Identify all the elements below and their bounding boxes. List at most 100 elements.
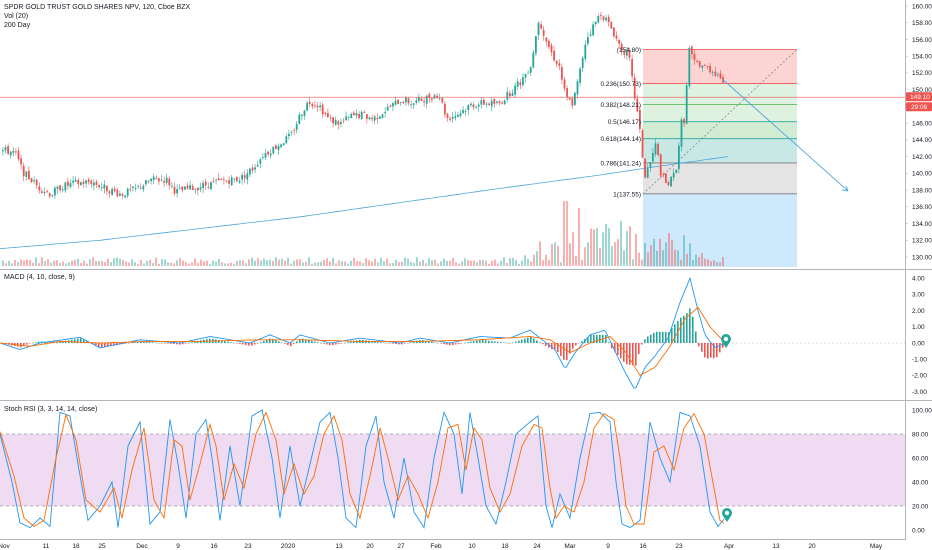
volume-bar: [479, 260, 481, 266]
macd-legend[interactable]: MACD (4, 10, close, 9): [4, 274, 75, 281]
volume-bar: [296, 259, 298, 266]
candle: [217, 178, 220, 181]
volume-bar: [353, 257, 355, 266]
candle: [178, 187, 181, 189]
volume-bar: [299, 259, 301, 266]
fib-retracement[interactable]: [642, 49, 798, 267]
candle: [163, 180, 165, 183]
macd-line: [0, 276, 725, 389]
candle: [454, 116, 457, 119]
candle: [649, 162, 652, 168]
macd-hist-bar: [698, 343, 700, 347]
candle: [581, 57, 584, 69]
price-tick-label: 130.00: [912, 254, 932, 261]
candle: [600, 14, 602, 16]
volume-bar: [494, 259, 496, 266]
candle: [641, 130, 644, 158]
candle: [212, 181, 215, 182]
candle: [100, 187, 103, 188]
candle: [35, 179, 38, 186]
fib-trend-line: [642, 49, 798, 195]
volume-bar: [557, 245, 559, 266]
volume-bar: [293, 260, 295, 266]
macd-hist-bar: [197, 340, 199, 343]
ma-legend[interactable]: 200 Day: [4, 22, 31, 29]
macd-alert-marker[interactable]: [721, 333, 732, 348]
macd-tick-label: 4.00: [912, 276, 925, 283]
price-tick-label: 134.00: [912, 221, 932, 228]
volume-bar: [59, 262, 61, 266]
stoch-legend[interactable]: Stoch RSI (3, 3, 14, 14, close): [4, 406, 98, 413]
candle: [691, 46, 693, 55]
price-tick-label: 158.00: [912, 20, 932, 27]
candle: [381, 114, 384, 118]
macd-hist-bar: [410, 342, 412, 343]
macd-hist-bar: [722, 343, 724, 348]
candle: [389, 105, 392, 107]
macd-hist-bar: [596, 334, 598, 343]
candle: [672, 172, 675, 178]
volume-bar: [578, 208, 580, 266]
candle: [61, 189, 64, 191]
candle: [173, 186, 176, 194]
candle: [129, 189, 132, 191]
fib-labels: (154.80) 0.236(150.73) 0.382(148.21) 0.5(14…: [601, 47, 641, 198]
macd-hist-bar: [476, 340, 478, 343]
candle: [87, 179, 90, 182]
macd-hist-bar: [392, 343, 394, 344]
fib-extension-zone: [643, 193, 797, 267]
macd-hist-bar: [221, 340, 223, 343]
candle: [418, 97, 420, 101]
volume-bar: [89, 259, 91, 266]
macd-hist-bar: [350, 341, 352, 343]
stoch-tick-label: 20.00: [912, 503, 929, 510]
candle: [225, 180, 228, 182]
volume-legend[interactable]: Vol (20): [4, 13, 29, 20]
candle: [537, 22, 540, 36]
candle: [615, 35, 618, 39]
stoch-tick-label: 60.00: [912, 455, 929, 462]
macd-hist-bar: [398, 343, 400, 345]
macd-hist-bar: [332, 343, 334, 346]
stoch-alert-marker[interactable]: [721, 507, 733, 522]
macd-hist-bar: [716, 343, 718, 358]
volume-bar: [629, 226, 631, 266]
candle: [9, 151, 12, 156]
candle: [181, 186, 184, 191]
macd-hist-bar: [35, 342, 37, 343]
candle: [254, 167, 256, 170]
projection-trend-line[interactable]: [722, 79, 849, 192]
volume-bar: [434, 259, 436, 266]
candle: [207, 187, 210, 189]
candle: [139, 187, 142, 189]
macd-hist-bar: [146, 341, 148, 343]
candle: [392, 103, 394, 107]
volume-bar: [566, 201, 568, 266]
volume-bar: [380, 257, 382, 266]
symbol-legend[interactable]: SPDR GOLD TRUST GOLD SHARES NPV, 120, Cb…: [4, 4, 191, 11]
volume-bar: [266, 260, 268, 266]
candle: [134, 188, 137, 189]
macd-hist-bar: [71, 339, 73, 343]
volume-bar: [596, 228, 598, 266]
volume-bar: [689, 243, 691, 266]
macd-hist-bar: [434, 342, 436, 343]
candle: [64, 182, 67, 191]
macd-hist-bar: [473, 341, 475, 343]
volume-bar: [389, 263, 391, 266]
candle: [272, 146, 275, 154]
macd-hist-bar: [269, 338, 271, 343]
volume-bar: [77, 258, 79, 266]
candle: [631, 58, 633, 77]
time-label: 9: [606, 543, 610, 550]
candle: [145, 180, 147, 185]
candle: [571, 98, 574, 106]
macd-hist-bar: [194, 341, 196, 343]
macd-hist-bar: [98, 343, 100, 347]
candle: [168, 178, 171, 186]
candle: [522, 77, 524, 85]
macd-hist-bar: [383, 342, 385, 344]
macd-hist-bar: [485, 340, 487, 343]
volume-bar: [167, 262, 169, 266]
